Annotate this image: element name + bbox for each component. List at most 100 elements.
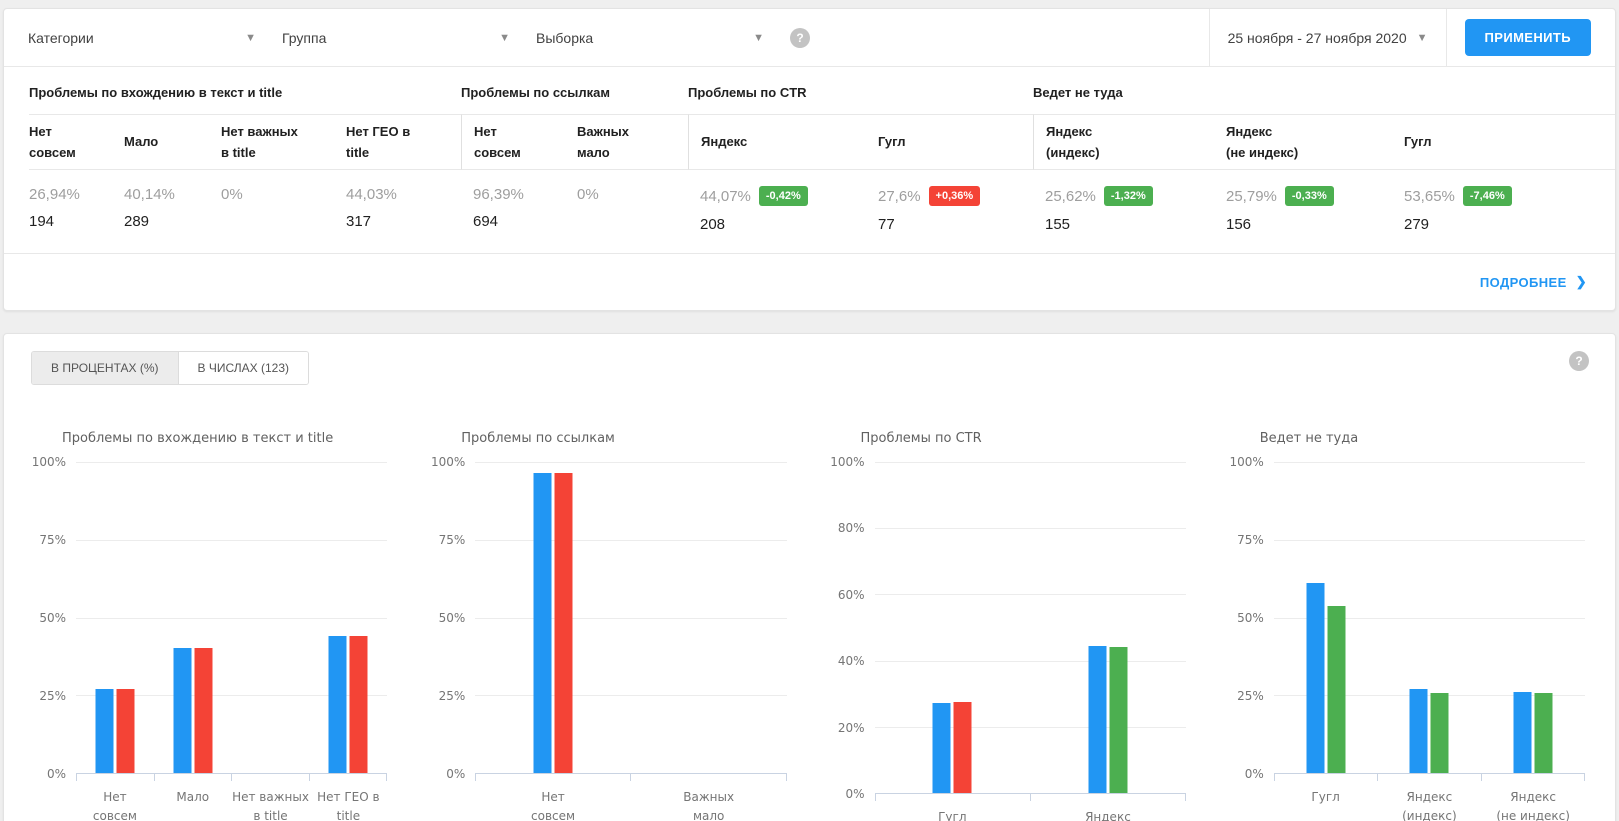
metric-count (221, 213, 338, 230)
gridline (1273, 617, 1585, 619)
gridline (475, 695, 787, 697)
metric-count: 317 (346, 213, 372, 230)
y-tick-label: 75% (1237, 533, 1264, 547)
column-header: Нет важных в title (221, 114, 346, 170)
chevron-down-icon: ▼ (1416, 31, 1428, 44)
table-group-header-row: Проблемы по вхождению в текст и title Пр… (4, 67, 1615, 114)
view-mode-tabs: В ПРОЦЕНТАХ (%) В ЧИСЛАХ (123) (31, 351, 309, 385)
axis-tick (1378, 774, 1482, 781)
y-tick-label: 50% (438, 611, 466, 625)
metric-cell: 53,65% -7,46% 279 (1404, 170, 1615, 253)
gridline (1273, 462, 1585, 463)
category-cell (1274, 462, 1378, 773)
category-cell (631, 462, 787, 773)
help-icon[interactable]: ? (1569, 351, 1589, 371)
x-category-label: Гугл (1311, 790, 1340, 804)
metric-cell: 27,6% +0,36% 77 (878, 170, 1033, 253)
x-category-label: Нет ГЕО в title (317, 790, 380, 821)
chevron-right-icon: ❯ (1575, 274, 1587, 289)
plot-area (874, 462, 1186, 794)
metric-cell: 44,07% -0,42% 208 (688, 170, 878, 253)
y-tick-label: 0% (1244, 767, 1264, 781)
x-category-label: Яндекс (1085, 810, 1131, 821)
column-header: Яндекс (индекс) (1033, 114, 1226, 170)
x-category-label: Яндекс (индекс) (1402, 790, 1457, 821)
metric-cell: 26,94% 194 (29, 170, 124, 253)
metric-cell: 25,79% -0,33% 156 (1226, 170, 1404, 253)
metric-count: 156 (1226, 216, 1252, 233)
toolbar: Категории ▼ Группа ▼ Выборка ▼ ? 25 нояб… (4, 8, 1615, 67)
plot-area (76, 462, 388, 774)
y-tick-label: 0% (446, 767, 466, 781)
y-tick-label: 20% (837, 720, 865, 735)
bar (1430, 693, 1449, 773)
y-tick-label: 25% (438, 689, 466, 703)
column-header: Нет совсем (461, 114, 577, 170)
category-cell (154, 462, 232, 773)
metric-cell: 96,39% 694 (461, 170, 577, 253)
metric-cell: 44,03% 317 (346, 170, 461, 253)
sample-dropdown[interactable]: Выборка ▼ (536, 30, 764, 46)
y-tick-label: 50% (1237, 611, 1264, 625)
gridline (874, 660, 1186, 662)
group-dropdown[interactable]: Группа ▼ (282, 30, 510, 46)
chevron-down-icon: ▼ (753, 31, 764, 44)
gridline (874, 726, 1186, 728)
bar (533, 473, 552, 773)
y-tick-label: 25% (39, 689, 66, 703)
bar (1088, 645, 1107, 793)
y-tick-label: 0% (845, 787, 865, 801)
column-header: Мало (124, 114, 221, 170)
y-tick-label: 100% (430, 455, 466, 469)
axis-tick (155, 774, 233, 781)
y-tick-label: 75% (39, 533, 66, 547)
metric-percent: 40,14% (124, 186, 175, 203)
bar (1409, 689, 1428, 773)
divider (1445, 8, 1447, 67)
column-header: Нет совсем (29, 114, 124, 170)
axis-tick (874, 794, 1031, 801)
apply-button[interactable]: ПРИМЕНИТЬ (1464, 19, 1591, 56)
categories-dropdown-label: Категории (28, 29, 94, 46)
bar (95, 689, 114, 773)
metric-count (577, 213, 680, 230)
metric-percent: 53,65% (1404, 187, 1455, 205)
category-cell (1030, 462, 1186, 793)
y-tick-label: 100% (31, 455, 66, 469)
tab-numbers[interactable]: В ЧИСЛАХ (123) (177, 352, 308, 384)
metric-cell: 0% (221, 170, 346, 253)
change-badge: -7,46% (1462, 186, 1512, 206)
axis-tick (76, 774, 155, 781)
table-column-header-row: Нет совсем Мало Нет важных в title Нет Г… (4, 114, 1615, 170)
category-cell (76, 462, 154, 773)
bar (1513, 691, 1532, 773)
chart-1: Проблемы по ссылкам 0% 25% 50% 75% 100% Нет со… (430, 431, 787, 821)
categories-dropdown[interactable]: Категории ▼ (28, 30, 256, 46)
metric-cell: 0% (577, 170, 688, 253)
metric-count: 155 (1045, 216, 1071, 233)
category-cell (475, 462, 631, 773)
gridline (475, 539, 787, 541)
gridline (1273, 539, 1585, 541)
axis-tick (631, 774, 787, 781)
tab-percent[interactable]: В ПРОЦЕНТАХ (%) (32, 352, 178, 384)
help-icon[interactable]: ? (790, 27, 810, 48)
details-link[interactable]: ПОДРОБНЕЕ ❯ (1480, 274, 1587, 290)
bar (328, 636, 347, 773)
x-category-label: Важных мало (683, 790, 735, 821)
metric-count: 289 (124, 213, 150, 230)
bar (1306, 582, 1325, 773)
gridline (874, 462, 1186, 463)
bar (932, 702, 951, 793)
column-header: Яндекс (не индекс) (1226, 114, 1404, 170)
plot-area (1273, 462, 1585, 774)
chart-title: Проблемы по ссылкам (461, 431, 615, 446)
y-tick-label: 25% (1237, 689, 1264, 703)
axis-tick (475, 774, 632, 781)
date-range-picker[interactable]: 25 ноября - 27 ноября 2020 ▼ (1210, 30, 1446, 46)
charts-header: В ПРОЦЕНТАХ (%) В ЧИСЛАХ (123) ? (4, 334, 1615, 385)
chart-2: Проблемы по CTR 0% 20% 40% 60% 80% 100% Гугл Янд… (830, 431, 1186, 821)
metric-percent: 0% (221, 186, 243, 203)
x-category-label: Нет важных в title (232, 790, 309, 821)
details-row: ПОДРОБНЕЕ ❯ (4, 253, 1615, 310)
